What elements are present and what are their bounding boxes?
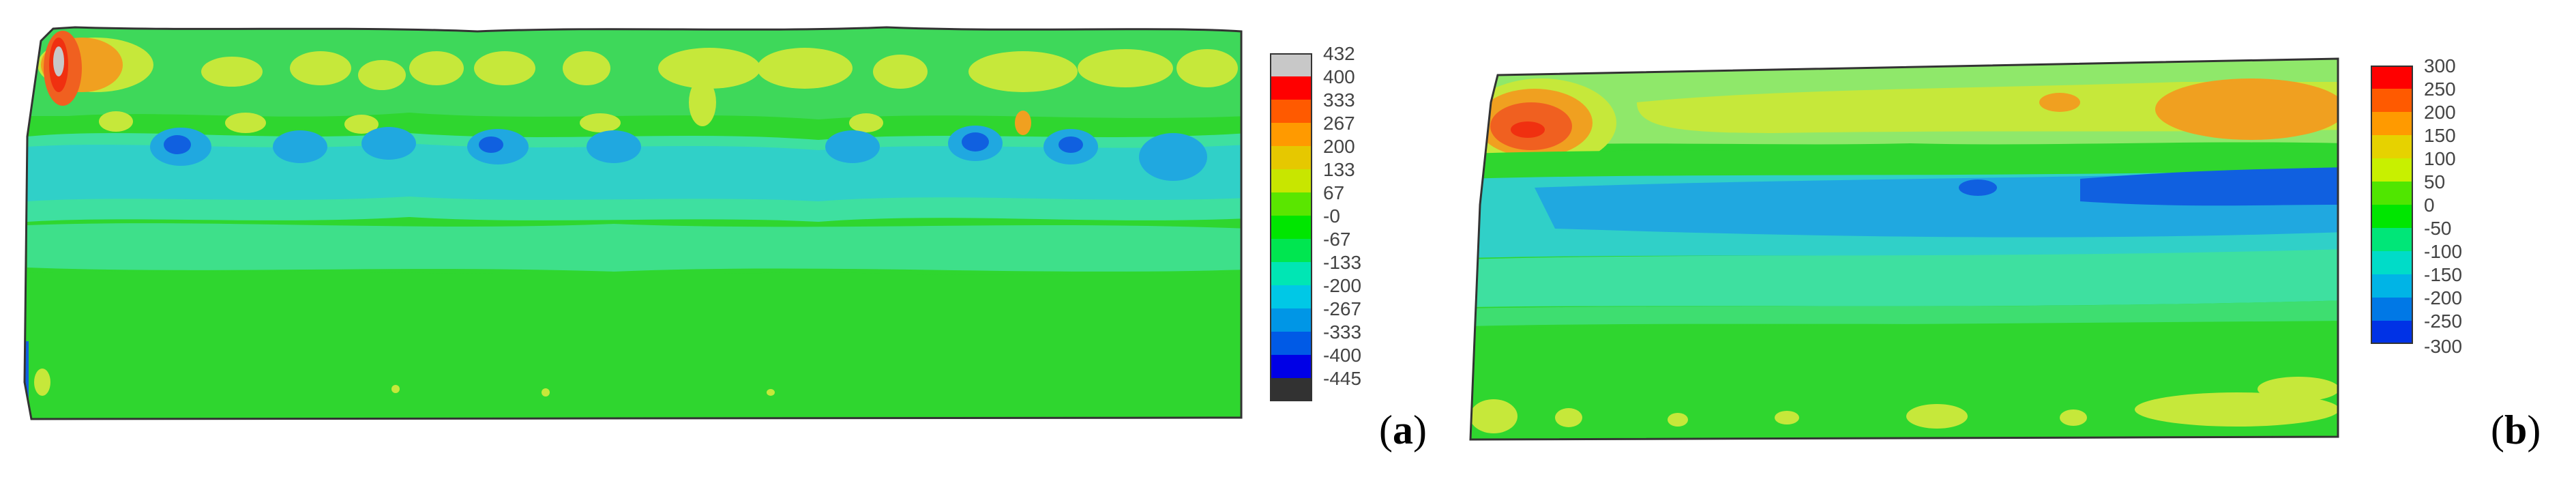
legend-swatch [2371, 321, 2413, 344]
legend-value: 67 [1323, 182, 1345, 203]
legend-value: 250 [2424, 78, 2456, 100]
legend-row: 400 [1270, 66, 1355, 100]
legend-swatch [1270, 332, 1312, 355]
legend-swatch [1270, 355, 1312, 378]
outline-a [23, 26, 1243, 420]
legend-row: -400 [1270, 345, 1361, 378]
legend-row: -200 [2371, 287, 2462, 321]
legend-value: 333 [1323, 89, 1355, 111]
legend-swatch [1270, 100, 1312, 123]
legend-value: 200 [1323, 136, 1355, 157]
legend-swatch [2371, 112, 2413, 135]
legend-value: -200 [1323, 275, 1362, 296]
legend-swatch [1270, 146, 1312, 169]
panel-label-b: (b) [2491, 407, 2541, 452]
legend-swatch [2371, 89, 2413, 112]
legend-swatch [1270, 308, 1312, 332]
legend-row: 200 [2371, 102, 2456, 135]
legend-row: -250 -300 [2371, 311, 2462, 357]
legend-swatch [1270, 76, 1312, 100]
legend-value: 300 [2424, 55, 2456, 76]
color-legend-b: 300 250 200 150 100 50 0 -50 -100 -150 -200 -250 -30… [2371, 55, 2462, 357]
legend-value: 200 [2424, 102, 2456, 123]
legend-row: -200 [1270, 275, 1361, 308]
legend-swatch [1270, 378, 1312, 401]
legend-row: 267 [1270, 113, 1355, 146]
legend-value: -445 [1323, 368, 1362, 389]
legend-value: 150 [2424, 125, 2456, 146]
legend-swatch [1270, 169, 1312, 192]
legend-row: 250 [2371, 78, 2456, 112]
legend-row: 432 [1270, 43, 1355, 76]
legend-value: -267 [1323, 298, 1362, 319]
legend-value: -133 [1323, 252, 1362, 273]
legend-value: -333 [1323, 321, 1362, 343]
stress-field-a [25, 27, 1241, 419]
legend-swatch [1270, 192, 1312, 216]
legend-row: -100 [2371, 241, 2462, 274]
legend-row: -267 [1270, 298, 1361, 332]
legend-row: 50 [2371, 171, 2445, 205]
legend-row: 67 [1270, 182, 1344, 216]
legend-value: 432 [1323, 43, 1355, 64]
legend-value: -300 [2424, 336, 2463, 357]
legend-value: -100 [2424, 241, 2463, 262]
legend-swatch [2371, 182, 2413, 205]
legend-value: 400 [1323, 66, 1355, 87]
legend-value: -400 [1323, 345, 1362, 366]
legend-row: 0 [2371, 194, 2435, 228]
legend-row: 100 [2371, 148, 2456, 182]
legend-row: 150 [2371, 125, 2456, 158]
legend-value: -50 [2424, 218, 2452, 239]
legend-swatch [1270, 239, 1312, 262]
legend-swatch [1270, 262, 1312, 285]
legend-value: -150 [2424, 264, 2463, 285]
legend-value: -0 [1323, 205, 1340, 227]
legend-swatch [2371, 298, 2413, 321]
legend-value: 133 [1323, 159, 1355, 180]
legend-row: -445 [1270, 368, 1361, 401]
legend-swatch [2371, 274, 2413, 298]
legend-value: -200 [2424, 287, 2463, 308]
legend-swatch [1270, 285, 1312, 308]
legend-swatch [2371, 135, 2413, 158]
outline-b [1469, 57, 2339, 441]
legend-value: 100 [2424, 148, 2456, 169]
legend-row: -0 [1270, 205, 1340, 239]
legend-row: 200 [1270, 136, 1355, 169]
legend-value: 50 [2424, 171, 2446, 192]
legend-row: 300 [2371, 55, 2456, 89]
legend-value: -250 [2424, 311, 2463, 332]
legend-row: 133 [1270, 159, 1355, 192]
legend-row: 333 [1270, 89, 1355, 123]
legend-row: -150 [2371, 264, 2462, 298]
panel-label-a: (a) [1379, 407, 1427, 452]
legend-swatch [2371, 66, 2413, 89]
legend-value: -67 [1323, 229, 1351, 250]
legend-swatch [1270, 216, 1312, 239]
legend-swatch [2371, 251, 2413, 274]
color-legend-a: 432 400 333 267 200 133 67 -0 -67 -133 -200 -267 -33… [1270, 43, 1361, 401]
legend-swatch [2371, 158, 2413, 182]
legend-row: -67 [1270, 229, 1350, 262]
legend-swatch [2371, 205, 2413, 228]
legend-swatch [1270, 53, 1312, 76]
stress-field-b [1470, 59, 2338, 439]
legend-swatch [1270, 123, 1312, 146]
legend-value: 0 [2424, 194, 2435, 216]
legend-row: -333 [1270, 321, 1361, 355]
legend-value: 267 [1323, 113, 1355, 134]
legend-row: -50 [2371, 218, 2451, 251]
legend-swatch [2371, 228, 2413, 251]
legend-row: -133 [1270, 252, 1361, 285]
